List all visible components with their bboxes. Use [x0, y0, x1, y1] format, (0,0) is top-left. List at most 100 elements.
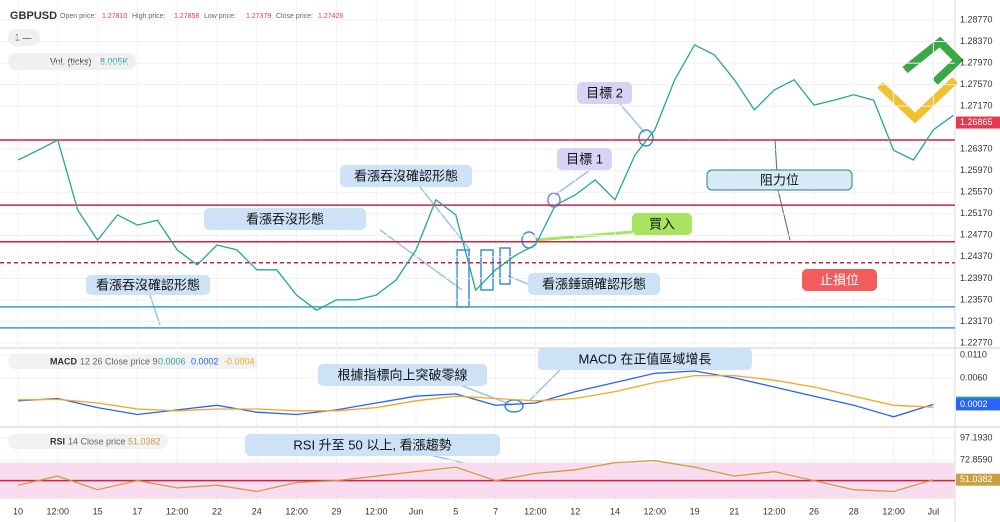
y-tick-label: 1.25570 — [960, 187, 993, 197]
y-tick-label: 1.25970 — [960, 165, 993, 175]
stat-label: Low price: — [204, 13, 236, 20]
annotation-box — [706, 169, 853, 191]
readout: 0.0006 — [158, 356, 186, 366]
y-tick-label: 1.27170 — [960, 101, 993, 111]
data-line — [17, 460, 934, 493]
y-tick-label: 1.23170 — [960, 316, 993, 326]
data-line — [17, 374, 934, 412]
annotation-box — [340, 165, 472, 187]
data-line — [17, 43, 954, 311]
y-tick-label: 1.25170 — [960, 208, 993, 218]
annotation-text: 買入 — [649, 216, 675, 231]
annotation-text: 看漲吞沒確認形態 — [96, 277, 200, 292]
annotation-text: 目標 2 — [586, 85, 623, 100]
annotation-box — [557, 148, 612, 170]
y-tick-label: 1.24770 — [960, 230, 993, 240]
x-tick-label: 5 — [453, 506, 458, 516]
y-tick-label: 72.8590 — [960, 454, 993, 464]
volume-value: 8.005K — [100, 56, 129, 66]
annotation-text: 根據指標向上突破零線 — [337, 367, 467, 382]
pointers — [149, 103, 791, 484]
stat-label: Close price: — [276, 13, 313, 20]
readout: -0.0004 — [224, 356, 255, 366]
stat-label: High price: — [132, 13, 166, 20]
x-tick-label: 10 — [13, 506, 23, 516]
x-tick-label: 26 — [809, 506, 819, 516]
price-tag — [956, 398, 1000, 411]
logo — [877, 36, 964, 124]
x-tick-label: Jul — [928, 506, 940, 516]
y-tick-label: 1.27570 — [960, 79, 993, 89]
price-tag — [956, 473, 1000, 486]
y-tick-label: 0.0060 — [960, 372, 988, 382]
x-tick-label: Jun — [409, 506, 424, 516]
annotation-text: 阻力位 — [760, 172, 799, 187]
annotation-box — [318, 364, 487, 386]
x-tick-label: 7 — [493, 506, 498, 516]
x-tick-label: 21 — [729, 506, 739, 516]
x-tick-label: 12:00 — [47, 506, 70, 516]
panel-header — [8, 434, 168, 449]
x-tick-label: 12:00 — [644, 506, 667, 516]
y-tick-label: 1.27970 — [960, 57, 993, 67]
panel-header — [8, 354, 258, 369]
x-tick-label: 12:00 — [763, 506, 786, 516]
annotation-box — [245, 434, 500, 456]
y-tick-label: 1.28370 — [960, 36, 993, 46]
annotation-text: RSI 升至 50 以上, 看漲趨勢 — [293, 437, 451, 452]
annotation-text: 看漲吞沒確認形態 — [354, 168, 458, 183]
annotation-text: MACD 在正值區域增長 — [579, 351, 712, 366]
stat-value: 1.27379 — [246, 13, 271, 20]
annotation-box — [86, 275, 210, 295]
panel-title: RSI — [50, 436, 65, 446]
annotation-text: 看漲錘頭確認形態 — [542, 276, 646, 291]
x-tick-label: 12:00 — [365, 506, 388, 516]
stat-label: Open price: — [60, 13, 96, 20]
x-tick-label: 28 — [849, 506, 859, 516]
y-tick-label: 1.22770 — [960, 337, 993, 347]
y-tick-label: 1.28770 — [960, 14, 993, 24]
annotation-box — [802, 269, 877, 291]
stat-value: 1.27810 — [102, 13, 127, 20]
panel-params: 12 26 Close price 9 — [80, 356, 158, 366]
price-tag-label: 1.26865 — [960, 117, 993, 127]
stat-value: 1.27426 — [318, 13, 343, 20]
y-tick-label: 1.24370 — [960, 251, 993, 261]
panel-title: MACD — [50, 356, 77, 366]
readout: 51.0382 — [128, 436, 161, 446]
volume-pill — [8, 53, 136, 70]
y-tick-label: 1.26370 — [960, 144, 993, 154]
y-tick-label: 1.23970 — [960, 273, 993, 283]
panel-params: 14 Close price — [68, 436, 126, 446]
price-tag-label: 0.0002 — [960, 399, 988, 409]
x-tick-label: 17 — [132, 506, 142, 516]
x-tick-label: 15 — [93, 506, 103, 516]
x-tick-label: 12 — [570, 506, 580, 516]
annotation-box — [632, 213, 692, 235]
price-tag — [956, 116, 1000, 129]
x-tick-label: 14 — [610, 506, 620, 516]
x-tick-label: 24 — [252, 506, 262, 516]
annotation-box — [204, 208, 366, 230]
x-tick-label: 22 — [212, 506, 222, 516]
volume-label: Vol. (ticks) — [50, 56, 92, 66]
stat-value: 1.27858 — [174, 13, 199, 20]
readout: 0.0002 — [191, 356, 219, 366]
y-tick-label: 97.1930 — [960, 432, 993, 442]
x-tick-label: 12:00 — [285, 506, 308, 516]
x-tick-label: 12:00 — [166, 506, 189, 516]
y-tick-label: 0.0110 — [960, 349, 987, 359]
x-tick-label: 19 — [690, 506, 700, 516]
x-tick-label: 12:00 — [524, 506, 547, 516]
annotation-box — [538, 348, 752, 370]
interval[interactable]: 1 — — [15, 32, 32, 42]
x-tick-label: 12:00 — [882, 506, 905, 516]
x-tick-label: 29 — [331, 506, 341, 516]
annotation-box — [577, 82, 632, 104]
annotation-text: 目標 1 — [566, 151, 603, 166]
annotation-box — [528, 273, 660, 295]
price-tag-label: 51.0382 — [960, 474, 993, 484]
y-tick-label: 1.23570 — [960, 294, 993, 304]
annotation-text: 看漲吞沒形態 — [246, 211, 324, 226]
